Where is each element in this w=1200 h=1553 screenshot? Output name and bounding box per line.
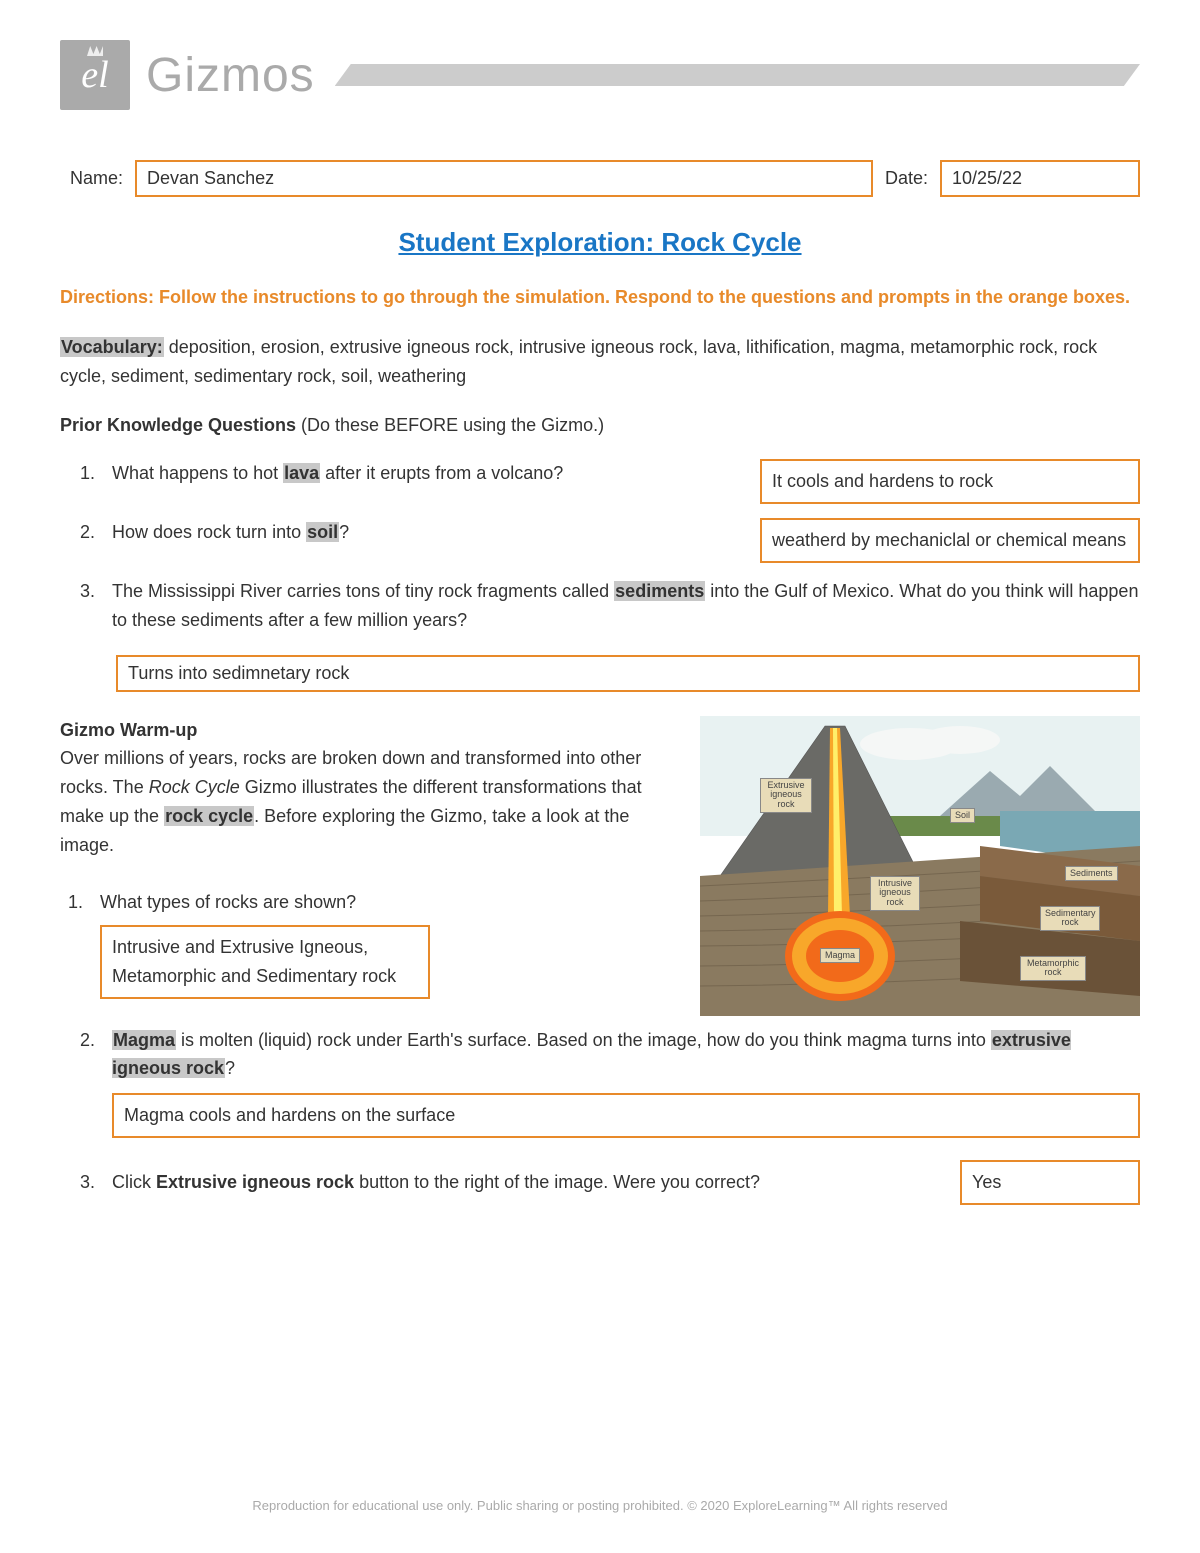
logo-glyph: el xyxy=(81,53,108,97)
label-magma: Magma xyxy=(820,948,860,964)
warmup-q3-text: Click Extrusive igneous rock button to t… xyxy=(112,1168,944,1197)
pk-a1-input[interactable]: It cools and hardens to rock xyxy=(760,459,1140,504)
label-metamorphic: Metamorphic rock xyxy=(1020,956,1086,982)
warmup-head: Gizmo Warm-up xyxy=(60,716,680,745)
warmup-a1-input[interactable]: Intrusive and Extrusive Igneous, Metamor… xyxy=(100,925,430,999)
rock-cycle-diagram: Extrusive igneous rock Soil Sediments In… xyxy=(700,716,1140,1016)
warmup-q2q3-list: Magma is molten (liquid) rock under Eart… xyxy=(60,1026,1140,1205)
prior-knowledge-head: Prior Knowledge Questions (Do these BEFO… xyxy=(60,411,1140,440)
directions-text: Directions: Follow the instructions to g… xyxy=(60,284,1140,311)
pk-q3-text: The Mississippi River carries tons of ti… xyxy=(112,577,1140,635)
warmup-a3-input[interactable]: Yes xyxy=(960,1160,1140,1205)
pk-q3: The Mississippi River carries tons of ti… xyxy=(100,577,1140,635)
copyright-footer: Reproduction for educational use only. P… xyxy=(0,1498,1200,1513)
pk-a3-input[interactable]: Turns into sedimnetary rock xyxy=(116,655,1140,692)
vocab-list: deposition, erosion, extrusive igneous r… xyxy=(60,337,1097,386)
name-date-row: Name: Devan Sanchez Date: 10/25/22 xyxy=(60,160,1140,197)
prior-knowledge-list: What happens to hot lava after it erupts… xyxy=(60,459,1140,634)
brand-name: Gizmos xyxy=(146,48,315,103)
worksheet-title: Student Exploration: Rock Cycle xyxy=(60,227,1140,258)
label-extrusive: Extrusive igneous rock xyxy=(760,778,812,814)
label-sediments: Sediments xyxy=(1065,866,1118,882)
warmup-q1-text: What types of rocks are shown? xyxy=(100,888,680,917)
label-intrusive: Intrusive igneous rock xyxy=(870,876,920,912)
vocabulary-block: Vocabulary: deposition, erosion, extrusi… xyxy=(60,333,1140,391)
label-sedimentary: Sedimentary rock xyxy=(1040,906,1100,932)
warmup-q2: Magma is molten (liquid) rock under Eart… xyxy=(100,1026,1140,1138)
date-input[interactable]: 10/25/22 xyxy=(940,160,1140,197)
pk-q1-text: What happens to hot lava after it erupts… xyxy=(112,459,744,488)
warmup-para: Over millions of years, rocks are broken… xyxy=(60,744,680,859)
prior-head-bold: Prior Knowledge Questions xyxy=(60,415,296,435)
name-input[interactable]: Devan Sanchez xyxy=(135,160,873,197)
vocab-label: Vocabulary: xyxy=(60,337,164,357)
warmup-section: Gizmo Warm-up Over millions of years, ro… xyxy=(60,716,1140,1016)
label-soil: Soil xyxy=(950,808,975,824)
warmup-q1-list: What types of rocks are shown? Intrusive… xyxy=(60,888,680,998)
warmup-q2-text: Magma is molten (liquid) rock under Eart… xyxy=(112,1026,1140,1084)
warmup-left-col: Gizmo Warm-up Over millions of years, ro… xyxy=(60,716,680,1016)
prior-head-tail: (Do these BEFORE using the Gizmo.) xyxy=(296,415,604,435)
name-label: Name: xyxy=(70,168,123,189)
brand-header: el Gizmos xyxy=(60,40,1140,110)
pk-q2-text: How does rock turn into soil? xyxy=(112,518,744,547)
header-bar-decoration xyxy=(335,64,1140,86)
worksheet-page: el Gizmos Name: Devan Sanchez Date: 10/2… xyxy=(0,0,1200,1553)
date-label: Date: xyxy=(885,168,928,189)
gizmos-logo: el xyxy=(60,40,130,110)
warmup-q1: What types of rocks are shown? Intrusive… xyxy=(88,888,680,998)
warmup-q3: Click Extrusive igneous rock button to t… xyxy=(100,1160,1140,1205)
pk-a2-input[interactable]: weatherd by mechaniclal or chemical mean… xyxy=(760,518,1140,563)
pk-q1: What happens to hot lava after it erupts… xyxy=(100,459,1140,504)
pk-q2: How does rock turn into soil? weatherd b… xyxy=(100,518,1140,563)
warmup-a2-input[interactable]: Magma cools and hardens on the surface xyxy=(112,1093,1140,1138)
